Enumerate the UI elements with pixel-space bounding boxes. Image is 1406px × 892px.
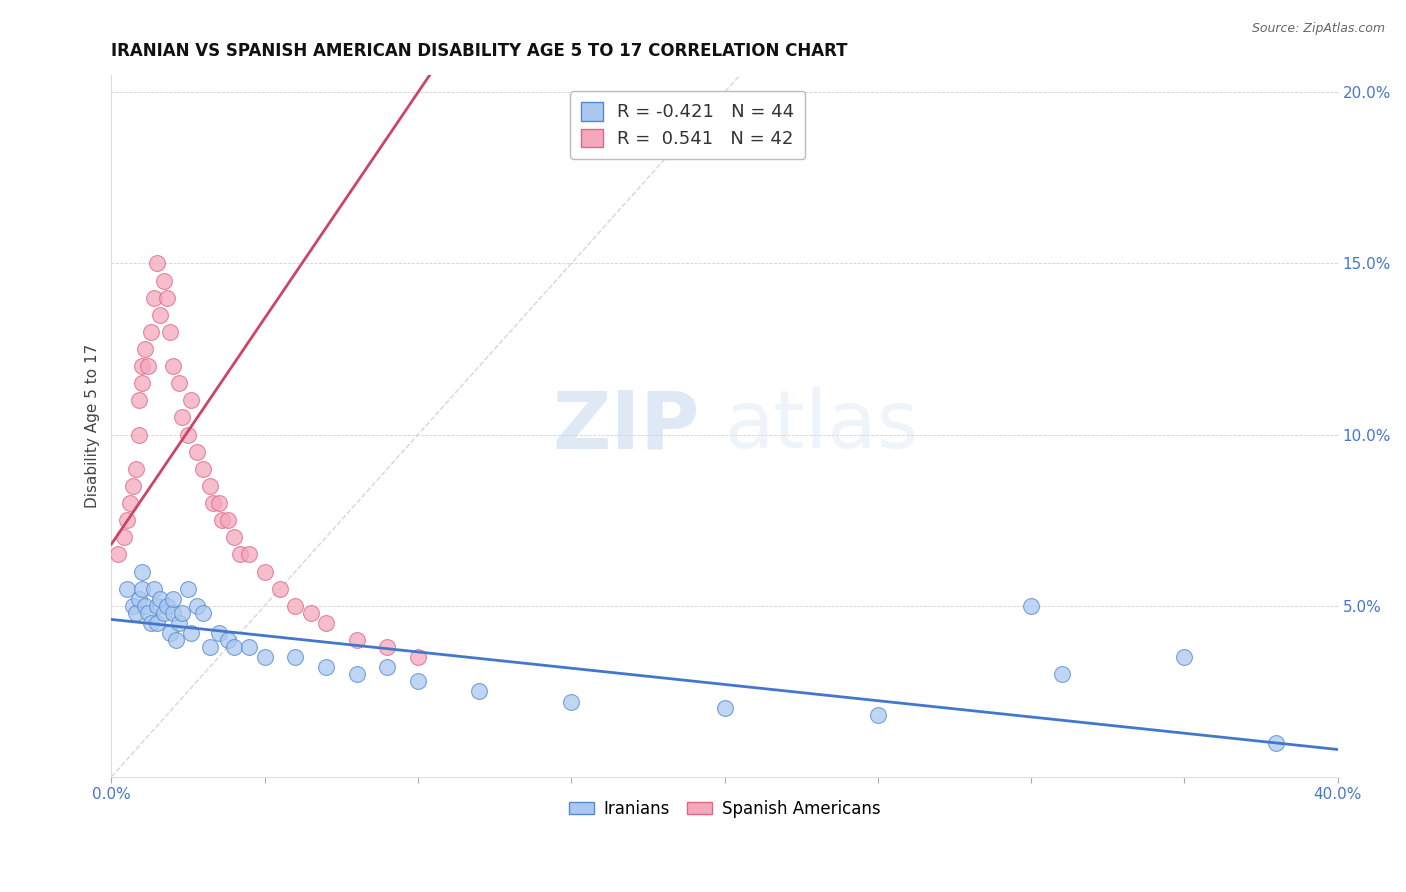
Point [159, 325, 181, 339]
Point [128, 427, 150, 442]
Point [1050, 667, 1073, 681]
Point [1265, 736, 1288, 750]
Point [713, 701, 735, 715]
Point [122, 479, 145, 493]
Point [208, 496, 231, 510]
Point [186, 444, 208, 458]
Point [299, 606, 322, 620]
Point [222, 530, 245, 544]
Point [269, 582, 291, 596]
Point [284, 599, 307, 613]
Text: atlas: atlas [724, 387, 920, 465]
Point [131, 376, 153, 391]
Point [167, 615, 190, 630]
Text: ZIP: ZIP [553, 387, 700, 465]
Point [186, 599, 208, 613]
Point [193, 462, 215, 476]
Point [149, 591, 172, 606]
Point [315, 615, 337, 630]
Point [375, 640, 398, 654]
Point [159, 626, 181, 640]
Legend: Iranians, Spanish Americans: Iranians, Spanish Americans [562, 793, 887, 825]
Point [180, 626, 202, 640]
Point [217, 632, 239, 647]
Point [406, 650, 429, 665]
Point [128, 591, 150, 606]
Point [131, 582, 153, 596]
Point [143, 582, 166, 596]
Point [193, 606, 215, 620]
Point [284, 650, 307, 665]
Point [149, 308, 172, 322]
Point [128, 393, 150, 408]
Point [146, 615, 169, 630]
Point [162, 591, 184, 606]
Point [346, 632, 368, 647]
Point [115, 513, 138, 527]
Point [143, 291, 166, 305]
Point [155, 291, 177, 305]
Point [122, 599, 145, 613]
Point [134, 342, 156, 356]
Point [118, 496, 141, 510]
Y-axis label: Disability Age 5 to 17: Disability Age 5 to 17 [86, 344, 100, 508]
Point [229, 548, 252, 562]
Point [346, 667, 368, 681]
Point [211, 513, 233, 527]
Point [107, 548, 129, 562]
Point [177, 427, 200, 442]
Point [170, 606, 193, 620]
Point [146, 599, 169, 613]
Point [152, 274, 174, 288]
Point [162, 606, 184, 620]
Point [1019, 599, 1042, 613]
Point [162, 359, 184, 373]
Point [136, 606, 159, 620]
Point [201, 496, 224, 510]
Point [155, 599, 177, 613]
Point [115, 582, 138, 596]
Point [253, 565, 276, 579]
Point [180, 393, 202, 408]
Point [315, 660, 337, 674]
Point [177, 582, 200, 596]
Point [136, 359, 159, 373]
Point [1173, 650, 1195, 665]
Point [112, 530, 135, 544]
Text: IRANIAN VS SPANISH AMERICAN DISABILITY AGE 5 TO 17 CORRELATION CHART: IRANIAN VS SPANISH AMERICAN DISABILITY A… [111, 42, 848, 60]
Point [131, 565, 153, 579]
Point [141, 325, 163, 339]
Point [217, 513, 239, 527]
Point [170, 410, 193, 425]
Point [167, 376, 190, 391]
Point [222, 640, 245, 654]
Point [208, 626, 231, 640]
Point [131, 359, 153, 373]
Point [152, 606, 174, 620]
Point [375, 660, 398, 674]
Point [146, 256, 169, 270]
Point [198, 479, 221, 493]
Point [238, 640, 260, 654]
Point [125, 462, 148, 476]
Point [238, 548, 260, 562]
Point [560, 695, 582, 709]
Point [468, 684, 491, 698]
Point [866, 708, 889, 723]
Point [198, 640, 221, 654]
Text: Source: ZipAtlas.com: Source: ZipAtlas.com [1251, 22, 1385, 36]
Point [406, 673, 429, 688]
Point [253, 650, 276, 665]
Point [141, 615, 163, 630]
Point [165, 632, 187, 647]
Point [125, 606, 148, 620]
Point [134, 599, 156, 613]
